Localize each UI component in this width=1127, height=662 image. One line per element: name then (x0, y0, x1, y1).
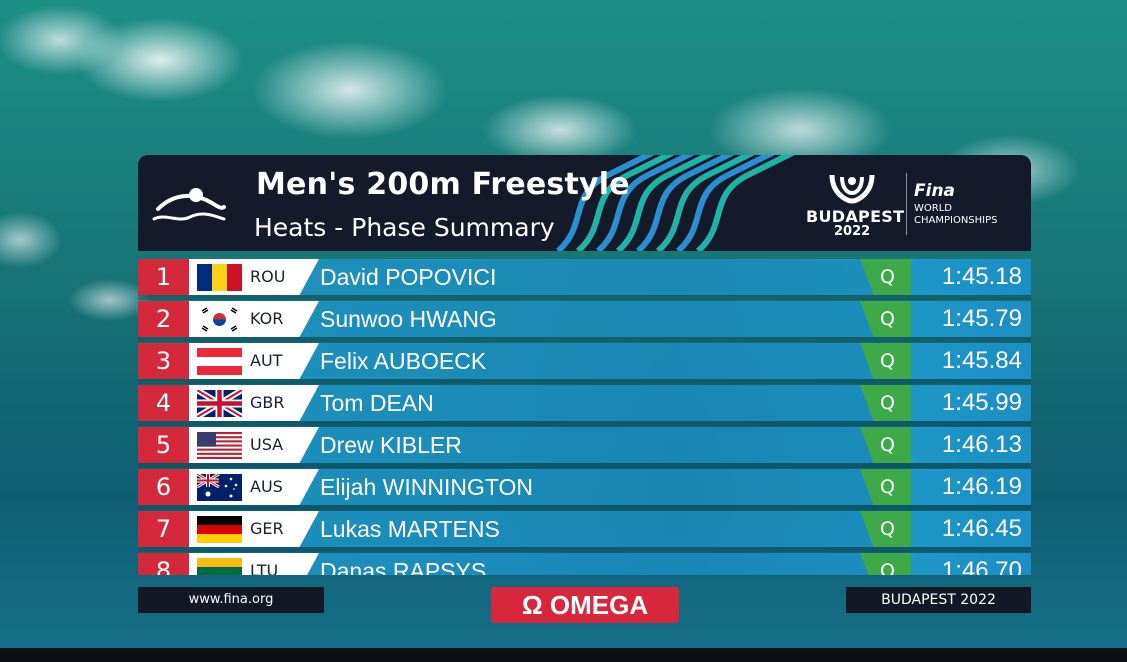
athlete-name: Sunwoo HWANG (320, 306, 497, 332)
time-panel: 1:45.18 (911, 259, 1031, 295)
result-row: 3 AUT Felix AUBOECK Q 1:45.84 (138, 343, 1031, 384)
australia-flag-icon (197, 474, 242, 501)
race-time: 1:45.99 (941, 389, 1022, 416)
event-title: Men's 200m Freestyle (256, 167, 630, 202)
austria-flag-icon (197, 348, 242, 375)
rank-number: 7 (138, 511, 189, 547)
result-row: 8 LTU Danas RAPSYS Q 1:46.70 (138, 553, 1031, 575)
qualified-label: Q (880, 518, 895, 540)
event-subtitle: Heats - Phase Summary (254, 213, 555, 242)
athlete-name: Drew KIBLER (320, 432, 462, 458)
result-row: 2 KOR Sunwoo HWANG Q 1:45.79 (138, 301, 1031, 342)
result-row: 1 ROU David POPOVICI Q 1:45.18 (138, 259, 1031, 300)
championship-logo: BUDAPEST 2022 Fina WORLD CHAMPIONSHIPS (804, 169, 1024, 243)
race-time: 1:46.19 (941, 473, 1022, 500)
usa-flag-icon (197, 432, 242, 459)
race-time: 1:45.84 (941, 347, 1022, 374)
event-location-label: BUDAPEST 2022 (846, 587, 1031, 613)
noc-code: AUS (250, 477, 283, 496)
qualified-badge: Q (860, 385, 912, 421)
athlete-name: Lukas MARTENS (320, 516, 500, 542)
rank-number: 6 (138, 469, 189, 505)
logo-divider (906, 173, 907, 235)
noc-code: GBR (250, 393, 285, 412)
results-board: Men's 200m Freestyle Heats - Phase Summa… (138, 155, 1031, 575)
qualified-label: Q (880, 434, 895, 456)
rank-number: 1 (138, 259, 189, 295)
athlete-name: Elijah WINNINGTON (320, 474, 533, 500)
world-championships-label: WORLD CHAMPIONSHIPS (914, 203, 998, 227)
board-header: Men's 200m Freestyle Heats - Phase Summa… (138, 155, 1031, 251)
noc-code: LTU (250, 561, 279, 575)
bottom-bar (0, 648, 1127, 662)
qualified-badge: Q (860, 469, 912, 505)
athlete-name: Danas RAPSYS (320, 558, 487, 575)
swimmer-icon (152, 188, 226, 221)
noc-code: KOR (250, 309, 284, 328)
rank-number: 5 (138, 427, 189, 463)
qualified-badge: Q (860, 427, 912, 463)
noc-code: ROU (250, 267, 286, 286)
rank-number: 8 (138, 553, 189, 575)
rank-number: 4 (138, 385, 189, 421)
rank-number: 3 (138, 343, 189, 379)
time-panel: 1:45.79 (911, 301, 1031, 337)
result-row: 4 GBR Tom DEAN Q 1:45.99 (138, 385, 1031, 426)
time-panel: 1:45.84 (911, 343, 1031, 379)
results-list: 1 ROU David POPOVICI Q 1:45.18 2 (138, 259, 1031, 575)
website-label: www.fina.org (138, 587, 324, 613)
budapest-logo-icon (829, 174, 875, 204)
qualified-badge: Q (860, 553, 912, 575)
korea-flag-icon (197, 306, 242, 333)
result-row: 6 AUS Elijah WINNINGTON Q 1:46.19 (138, 469, 1031, 510)
logo-year: 2022 (834, 224, 871, 239)
rank-number: 2 (138, 301, 189, 337)
qualified-label: Q (880, 350, 895, 372)
time-panel: 1:46.45 (911, 511, 1031, 547)
qualified-label: Q (880, 476, 895, 498)
athlete-name: Tom DEAN (320, 390, 434, 416)
wave-pattern-graphic (555, 155, 795, 251)
qualified-label: Q (880, 308, 895, 330)
race-time: 1:46.13 (941, 431, 1022, 458)
qualified-badge: Q (860, 511, 912, 547)
time-panel: 1:46.70 (911, 553, 1031, 575)
logo-city: BUDAPEST (806, 207, 905, 226)
time-panel: 1:46.19 (911, 469, 1031, 505)
omega-sponsor-logo: Ω OMEGA (491, 587, 679, 623)
romania-flag-icon (197, 264, 242, 291)
qualified-label: Q (880, 266, 895, 288)
germany-flag-icon (197, 516, 242, 543)
result-row: 5 USA Drew KIBLER Q 1:46.13 (138, 427, 1031, 468)
noc-code: GER (250, 519, 284, 538)
noc-code: AUT (250, 351, 283, 370)
race-time: 1:46.45 (941, 515, 1022, 542)
qualified-label: Q (880, 392, 895, 414)
lithuania-flag-icon (197, 558, 242, 575)
qualified-badge: Q (860, 259, 912, 295)
noc-code: USA (250, 435, 284, 454)
time-panel: 1:46.13 (911, 427, 1031, 463)
athlete-name: David POPOVICI (320, 264, 497, 290)
race-time: 1:45.79 (941, 305, 1022, 332)
athlete-name: Felix AUBOECK (320, 348, 487, 374)
fina-logo: Fina (914, 181, 956, 201)
race-time: 1:45.18 (941, 263, 1022, 290)
qualified-badge: Q (860, 301, 912, 337)
logo-world-line: WORLD (914, 203, 952, 214)
time-panel: 1:45.99 (911, 385, 1031, 421)
uk-flag-icon (197, 390, 242, 417)
qualified-badge: Q (860, 343, 912, 379)
result-row: 7 GER Lukas MARTENS Q 1:46.45 (138, 511, 1031, 552)
logo-championships-line: CHAMPIONSHIPS (914, 215, 998, 226)
race-time: 1:46.70 (941, 557, 1022, 575)
qualified-label: Q (880, 560, 895, 575)
